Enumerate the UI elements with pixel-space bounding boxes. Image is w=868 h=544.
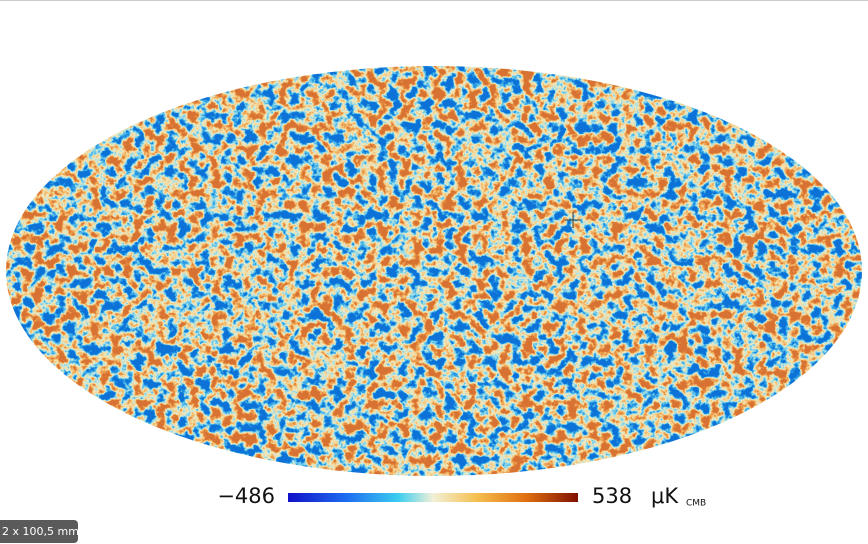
sky-map — [6, 66, 862, 476]
cmb-texture — [6, 66, 862, 476]
cursor — [565, 212, 581, 228]
status-badge — [0, 520, 78, 543]
colorbar-unit-subscript: CMB — [686, 499, 706, 509]
colorbar — [288, 493, 578, 502]
colorbar-max: 538 — [592, 484, 632, 508]
colorbar-unit: μK — [651, 484, 679, 508]
colorbar-min: −486 — [217, 484, 275, 508]
status-text: 2 x 100,5 mm — [2, 525, 79, 538]
